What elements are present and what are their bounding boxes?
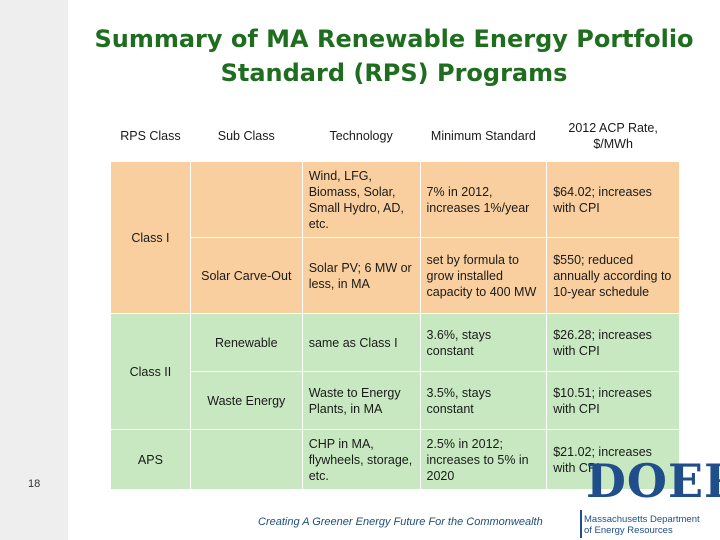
logo-divider: [580, 510, 582, 538]
left-band: [0, 0, 68, 540]
header-technology: Technology: [301, 110, 421, 162]
cell-technology: Wind, LFG, Biomass, Solar, Small Hydro, …: [301, 161, 421, 238]
table-row: Class II Renewable same as Class I 3.6%,…: [110, 313, 680, 430]
cell-sub-class: Waste Energy: [189, 371, 303, 430]
cell-technology: CHP in MA, flywheels, storage, etc.: [301, 429, 421, 490]
rps-programs-table: RPS Class Sub Class Technology Minimum S…: [110, 110, 680, 490]
cell-technology: Waste to Energy Plants, in MA: [301, 371, 421, 430]
slide-number: 18: [28, 478, 41, 490]
logo-line-1: Massachusetts Department: [584, 514, 700, 525]
logo-line-2: of Energy Resources: [584, 525, 673, 536]
table-row: Solar Carve-Out Solar PV; 6 MW or less, …: [111, 237, 680, 314]
table-row: Waste Energy Waste to Energy Plants, in …: [111, 371, 680, 430]
header-minimum-standard: Minimum Standard: [419, 110, 548, 162]
slide-title: Summary of MA Renewable Energy Portfolio…: [68, 22, 720, 90]
table-row: APS CHP in MA, flywheels, storage, etc. …: [110, 429, 680, 490]
cell-acp-rate: $64.02; increases with CPI: [546, 161, 680, 238]
cell-acp-rate: $21.02; increases with CPI: [546, 429, 680, 490]
cell-minimum-standard: set by formula to grow installed capacit…: [419, 237, 548, 314]
cell-minimum-standard: 3.6%, stays constant: [419, 313, 548, 372]
cell-sub-class: Solar Carve-Out: [189, 237, 303, 314]
cell-sub-class: [189, 429, 303, 490]
cell-technology: same as Class I: [301, 313, 421, 372]
cell-acp-rate: $550; reduced annually according to 10-y…: [546, 237, 680, 314]
aps-label: APS: [110, 429, 191, 490]
class-i-label: Class I: [110, 161, 191, 314]
header-sub-class: Sub Class: [189, 110, 303, 162]
slide-title-line-2: Standard (RPS) Programs: [220, 59, 568, 87]
cell-sub-class: Renewable: [189, 313, 303, 372]
cell-acp-rate: $10.51; increases with CPI: [546, 371, 680, 430]
table-header-row: RPS Class Sub Class Technology Minimum S…: [110, 110, 680, 162]
cell-acp-rate: $26.28; increases with CPI: [546, 313, 680, 372]
header-rps-class: RPS Class: [110, 110, 191, 162]
cell-minimum-standard: 7% in 2012, increases 1%/year: [419, 161, 548, 238]
cell-minimum-standard: 3.5%, stays constant: [419, 371, 548, 430]
class-ii-label: Class II: [110, 313, 191, 430]
header-acp-rate: 2012 ACP Rate, $/MWh: [546, 110, 680, 162]
cell-minimum-standard: 2.5% in 2012; increases to 5% in 2020: [419, 429, 548, 490]
table-row: Class I Wind, LFG, Biomass, Solar, Small…: [110, 161, 680, 314]
cell-sub-class: [189, 161, 303, 238]
slide-title-line-1: Summary of MA Renewable Energy Portfolio: [94, 25, 694, 53]
doer-logo-mark: DOER: [586, 454, 720, 508]
cell-technology: Solar PV; 6 MW or less, in MA: [301, 237, 421, 314]
doer-logo: DOER Massachusetts Department of Energy …: [570, 432, 720, 540]
footer-tagline: Creating A Greener Energy Future For the…: [258, 516, 543, 528]
